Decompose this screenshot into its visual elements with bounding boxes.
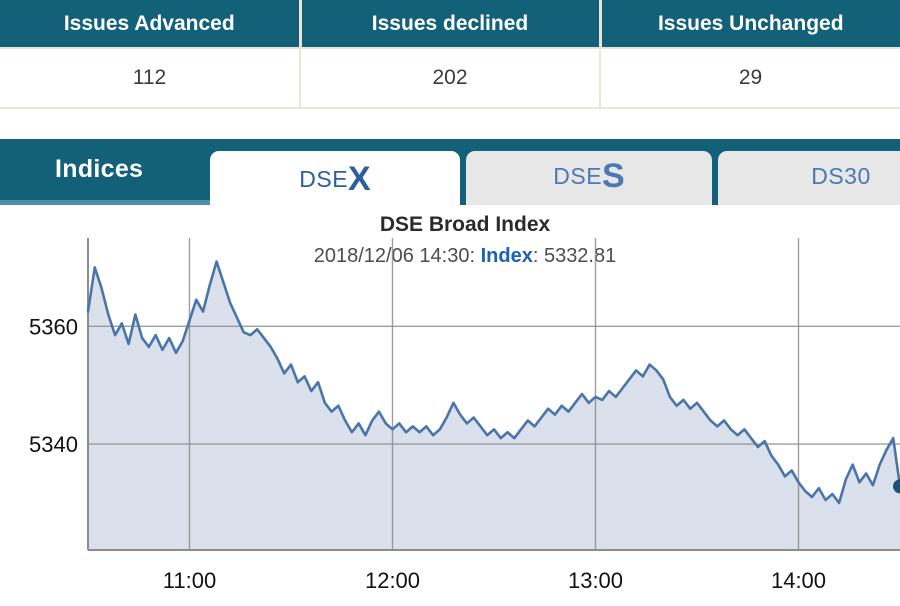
- indices-tab-bar: Indices DSEX DSES DS30: [0, 139, 900, 205]
- tab-dsex-suffix: X: [348, 160, 371, 198]
- tab-dses-suffix: S: [602, 157, 625, 195]
- tab-dses[interactable]: DSES: [466, 151, 712, 205]
- tab-ds30[interactable]: DS30: [718, 151, 900, 205]
- value-issues-advanced: 112: [0, 47, 301, 109]
- market-summary-table: Issues Advanced Issues declined Issues U…: [0, 0, 900, 109]
- tab-dsex[interactable]: DSEX: [210, 151, 460, 205]
- chart-subtitle-index-key: Index: [480, 245, 533, 267]
- x-axis-tick-label: 11:00: [163, 568, 216, 593]
- section-spacer: [0, 109, 900, 139]
- last-point-marker[interactable]: [893, 479, 900, 494]
- column-header-issues-unchanged: Issues Unchanged: [600, 0, 900, 48]
- table-row: 112 202 29: [0, 47, 900, 109]
- value-issues-declined: 202: [300, 47, 601, 109]
- chart-subtitle-date: 2018/12/06 14:30:: [313, 245, 481, 267]
- column-header-issues-declined: Issues declined: [300, 0, 602, 48]
- x-axis-tick-label: 13:00: [568, 568, 623, 593]
- tab-dsex-prefix: DSE: [299, 166, 349, 192]
- tab-dses-prefix: DSE: [553, 163, 603, 189]
- index-chart-panel: DSE Broad Index 2018/12/06 14:30: Index:…: [0, 205, 900, 606]
- y-axis-tick-label: 5360: [29, 314, 78, 339]
- index-line-chart[interactable]: 5340 5360 11:00 12:00 13:00 14:00: [0, 205, 900, 606]
- value-issues-unchanged: 29: [600, 47, 900, 109]
- x-axis-tick-label: 14:00: [771, 568, 826, 593]
- chart-area-fill: [88, 261, 900, 550]
- chart-title: DSE Broad Index: [379, 213, 551, 236]
- index-series-line: [86, 260, 900, 505]
- column-header-issues-advanced: Issues Advanced: [0, 0, 302, 48]
- indices-group-label: Indices: [55, 155, 144, 183]
- y-axis-tick-label: 5340: [29, 432, 78, 457]
- table-header-row: Issues Advanced Issues declined Issues U…: [0, 0, 900, 48]
- x-axis-tick-label: 12:00: [365, 568, 420, 593]
- tab-ds30-label: DS30: [811, 163, 871, 189]
